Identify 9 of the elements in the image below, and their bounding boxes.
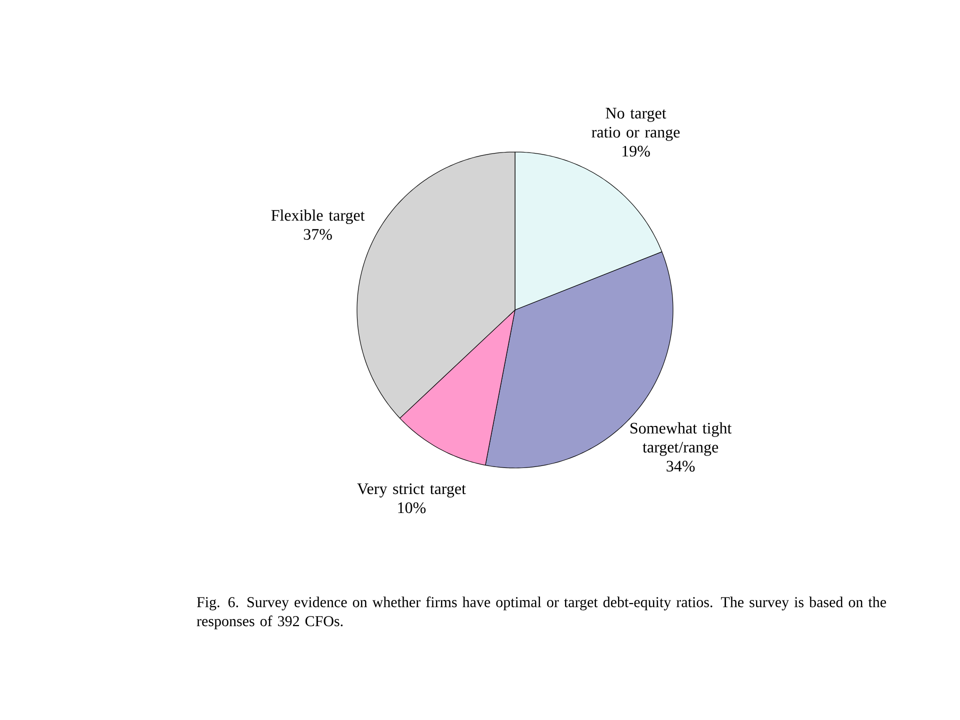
data-label: 37%: [304, 228, 332, 240]
data-label: 34%: [666, 460, 695, 472]
slice-label: Flexible target: [271, 209, 365, 224]
data-label: 19%: [622, 146, 650, 157]
slice-label: Very strict target: [357, 483, 466, 498]
data-label: 10%: [398, 502, 426, 514]
slice-label: Somewhat tight target/range: [630, 422, 732, 456]
caption: Fig. 6. Survey evidence on whether firms have optimal or target debt-equity ratios. The survey is based on the responses of 392 CFOs.: [196, 596, 886, 630]
slice-label: No target ratio or range: [592, 108, 680, 141]
